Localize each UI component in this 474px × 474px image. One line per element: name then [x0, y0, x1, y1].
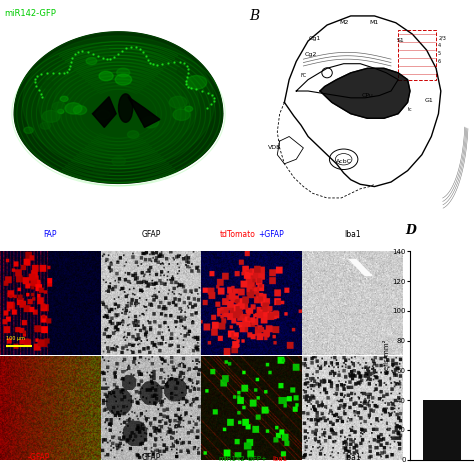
- Ellipse shape: [186, 75, 207, 89]
- Ellipse shape: [65, 103, 82, 114]
- Y-axis label: cells/mm²: cells/mm²: [383, 338, 390, 373]
- Text: miR142-GFP: miR142-GFP: [5, 9, 56, 18]
- Text: +GFAP: +GFAP: [258, 230, 283, 239]
- Ellipse shape: [40, 122, 51, 129]
- Text: M1: M1: [370, 20, 379, 25]
- Text: Iba1: Iba1: [273, 456, 288, 462]
- Text: tdTomato: tdTomato: [219, 230, 255, 239]
- Ellipse shape: [151, 63, 158, 68]
- Ellipse shape: [142, 117, 159, 128]
- Text: -GFAP: -GFAP: [27, 453, 50, 462]
- Ellipse shape: [55, 58, 182, 147]
- Ellipse shape: [53, 102, 66, 111]
- Ellipse shape: [93, 165, 110, 176]
- Text: CPu: CPu: [361, 93, 374, 98]
- Text: S1: S1: [397, 38, 404, 44]
- Text: M2: M2: [339, 20, 348, 25]
- Ellipse shape: [117, 68, 130, 77]
- Text: B: B: [249, 9, 259, 23]
- Text: 4: 4: [437, 43, 440, 48]
- Ellipse shape: [173, 109, 190, 120]
- Ellipse shape: [38, 47, 199, 158]
- Text: D: D: [405, 224, 416, 237]
- Text: Cg2: Cg2: [304, 52, 317, 57]
- Text: 100 μm: 100 μm: [6, 336, 25, 341]
- Text: 2/3: 2/3: [438, 35, 447, 40]
- Ellipse shape: [177, 67, 190, 75]
- Ellipse shape: [58, 109, 64, 114]
- Ellipse shape: [23, 36, 214, 169]
- Ellipse shape: [73, 106, 87, 115]
- Polygon shape: [14, 32, 223, 183]
- Text: tc: tc: [408, 107, 412, 112]
- Ellipse shape: [99, 71, 113, 81]
- Bar: [398, 29, 436, 80]
- Text: G1: G1: [425, 98, 433, 102]
- Text: FC: FC: [301, 73, 306, 78]
- Text: AcbC: AcbC: [336, 159, 352, 164]
- Ellipse shape: [96, 110, 110, 119]
- Bar: [423, 400, 461, 460]
- Ellipse shape: [42, 81, 53, 88]
- Text: Iba1: Iba1: [344, 453, 361, 462]
- Text: GFAP: GFAP: [141, 453, 161, 462]
- Ellipse shape: [112, 156, 126, 166]
- Text: 5: 5: [437, 51, 440, 56]
- Ellipse shape: [115, 74, 132, 85]
- Text: 6: 6: [437, 59, 440, 64]
- Ellipse shape: [24, 127, 33, 134]
- Ellipse shape: [185, 106, 192, 111]
- Polygon shape: [92, 97, 116, 128]
- Text: GFAP: GFAP: [141, 230, 161, 239]
- Text: miR142-GFP+: miR142-GFP+: [218, 456, 267, 462]
- Ellipse shape: [128, 131, 139, 138]
- Ellipse shape: [60, 96, 68, 101]
- Text: FAP: FAP: [44, 230, 57, 239]
- Ellipse shape: [169, 96, 187, 109]
- Text: Iba1: Iba1: [344, 230, 361, 239]
- Text: VDB: VDB: [268, 146, 282, 150]
- Ellipse shape: [42, 110, 60, 122]
- Polygon shape: [320, 68, 410, 118]
- Text: Cg1: Cg1: [309, 36, 321, 41]
- Polygon shape: [128, 97, 160, 128]
- Ellipse shape: [86, 57, 97, 64]
- Ellipse shape: [92, 46, 109, 58]
- Ellipse shape: [118, 94, 133, 122]
